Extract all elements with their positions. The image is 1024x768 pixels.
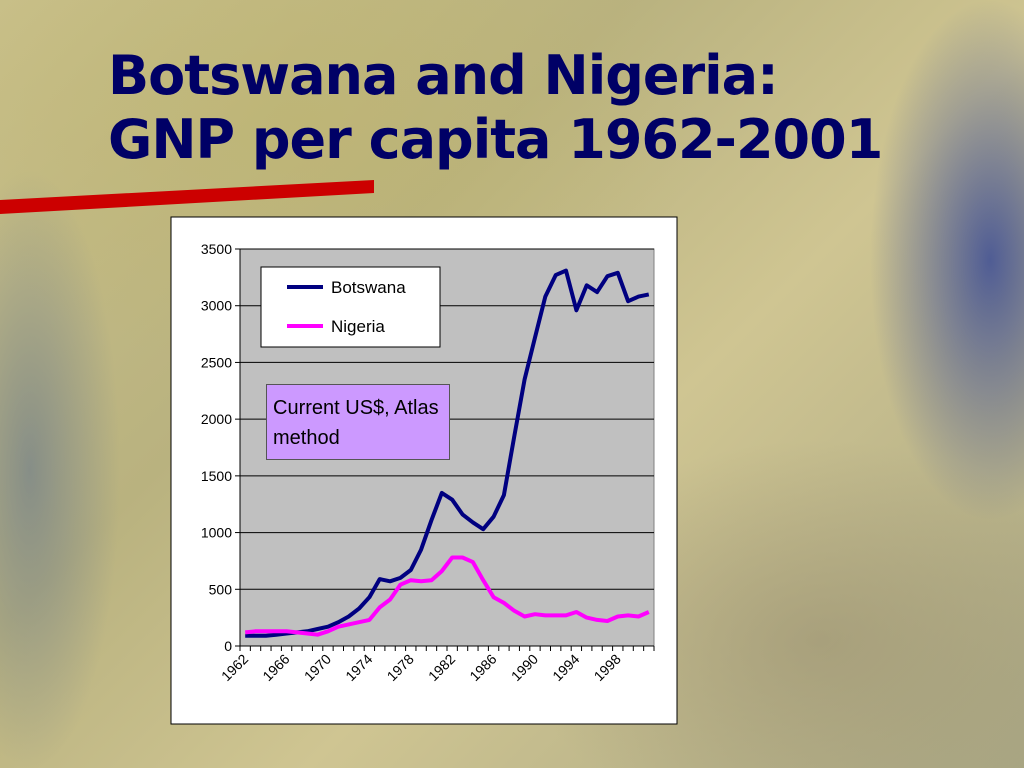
annotation: Current US$, Atlas method [266,384,450,460]
x-tick-label: 1966 [259,651,292,684]
red-underline [0,180,374,214]
legend-label: Botswana [331,278,406,297]
y-tick-label: 0 [224,638,232,654]
x-tick-label: 1998 [591,651,624,684]
y-tick-label: 2000 [201,411,232,427]
x-tick-label: 1986 [466,651,499,684]
y-tick-label: 500 [209,581,233,597]
y-tick-label: 2500 [201,354,232,370]
x-tick-label: 1974 [342,651,375,684]
x-tick-label: 1982 [425,651,458,684]
x-tick-label: 1970 [301,651,334,684]
title-line: GNP per capita 1962-2001 [108,108,883,171]
y-tick-label: 3500 [201,241,232,257]
x-tick-label: 1994 [549,651,582,684]
x-tick-label: 1962 [218,651,251,684]
y-tick-label: 1000 [201,525,232,541]
series-line [244,555,650,637]
title-line: Botswana and Nigeria: [108,44,779,107]
x-tick-label: 1990 [508,651,541,684]
legend [260,266,441,348]
x-tick-label: 1978 [384,651,417,684]
legend-label: Nigeria [331,317,385,336]
title: Botswana and Nigeria: GNP per capita 196… [108,44,883,172]
y-tick-label: 1500 [201,468,232,484]
y-tick-label: 3000 [201,298,232,314]
series-line [245,268,650,638]
